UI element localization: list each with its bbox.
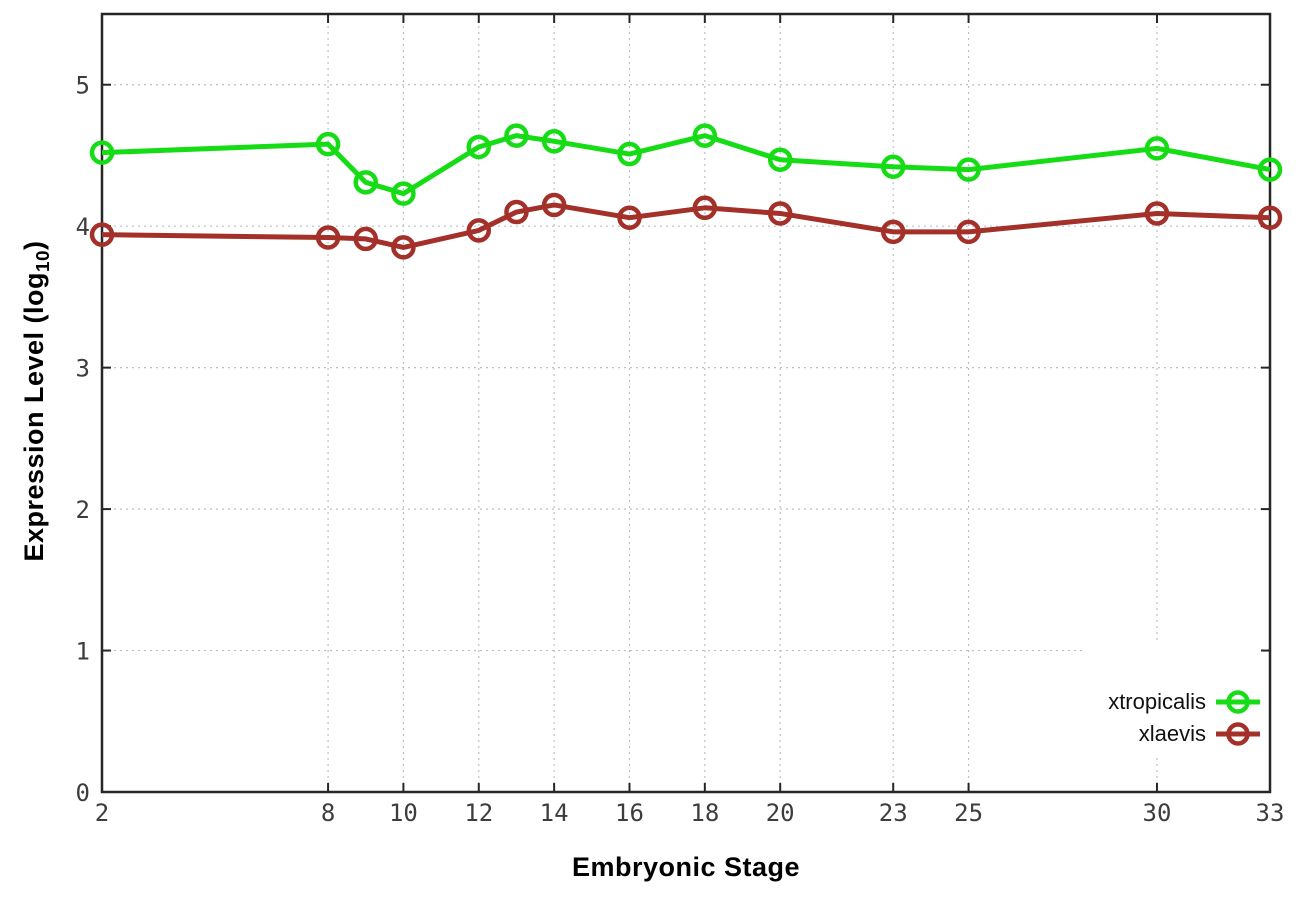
data-point-xlaevis <box>541 192 567 218</box>
x-tick-label: 10 <box>389 799 418 827</box>
series-line-xlaevis <box>101 202 1271 250</box>
y-tick-labels: 0 1 2 3 4 5 <box>76 72 90 807</box>
y-tick-label: 5 <box>76 72 90 100</box>
data-point-xlaevis <box>315 225 341 250</box>
data-point-xtropicalis <box>315 131 341 157</box>
y-tick-label: 4 <box>76 213 90 241</box>
y-tick-label: 2 <box>76 496 90 524</box>
xlaevis-marker-icon <box>1216 722 1260 746</box>
data-point-xlaevis <box>504 199 529 225</box>
data-point-xtropicalis <box>466 134 492 160</box>
data-point-xlaevis <box>692 195 718 221</box>
data-point-xtropicalis <box>767 147 793 172</box>
series-xlaevis <box>89 192 1283 260</box>
x-tick-label: 25 <box>954 799 983 827</box>
series-xtropicalis <box>89 123 1283 206</box>
x-tick-label: 33 <box>1256 799 1285 827</box>
legend-label-xtropicalis: xtropicalis <box>1108 689 1206 714</box>
plot-border <box>100 12 1272 794</box>
data-point-xlaevis <box>880 219 906 245</box>
x-tick-label: 2 <box>95 799 109 827</box>
data-point-xlaevis <box>391 235 416 260</box>
data-point-xlaevis <box>617 205 642 230</box>
data-point-xtropicalis <box>1257 157 1283 182</box>
x-tick-label: 18 <box>690 799 719 827</box>
data-point-xlaevis <box>1257 205 1283 230</box>
legend-label-xlaevis: xlaevis <box>1138 721 1206 746</box>
data-point-xtropicalis <box>353 170 378 195</box>
legend: xtropicalis xlaevis <box>1082 640 1261 756</box>
x-tick-label: 23 <box>879 799 908 827</box>
y-tick-label: 3 <box>76 355 90 383</box>
y-axis-title-suffix: ) <box>18 240 49 250</box>
xtropicalis-marker-icon <box>1216 690 1260 714</box>
data-point-xtropicalis <box>391 181 416 206</box>
x-axis-title: Embryonic Stage <box>571 852 801 882</box>
x-tick-label: 30 <box>1143 799 1172 827</box>
tick-marks <box>101 14 1271 793</box>
data-point-xtropicalis <box>1144 136 1170 161</box>
y-tick-label: 0 <box>76 779 90 807</box>
data-point-xlaevis <box>353 226 378 252</box>
data-point-xtropicalis <box>617 141 642 167</box>
x-tick-label: 14 <box>540 799 569 827</box>
data-point-xlaevis <box>466 218 492 243</box>
data-point-xlaevis <box>956 219 981 245</box>
data-point-xtropicalis <box>541 129 567 154</box>
data-point-xtropicalis <box>956 157 981 182</box>
x-tick-label: 12 <box>464 799 493 827</box>
legend-item-xlaevis: xlaevis <box>1139 718 1261 750</box>
y-axis-title: Expression Level (log10) <box>19 240 55 561</box>
data-point-xtropicalis <box>504 123 529 148</box>
x-tick-label: 8 <box>321 799 335 827</box>
data-point-xtropicalis <box>692 123 718 148</box>
y-axis-title-subscript: 10 <box>33 249 55 272</box>
data-point-xtropicalis <box>89 140 115 165</box>
data-point-xtropicalis <box>880 154 906 180</box>
x-tick-label: 16 <box>615 799 644 827</box>
data-point-xlaevis <box>767 201 793 226</box>
y-axis-title-text: Expression Level (log <box>18 271 49 562</box>
x-tick-label: 20 <box>766 799 795 827</box>
y-tick-label: 1 <box>76 638 90 666</box>
x-tick-labels: 2 8 10 12 14 16 18 20 23 25 30 33 <box>95 799 1285 827</box>
series-line-xtropicalis <box>101 133 1271 197</box>
data-point-xlaevis <box>89 222 115 247</box>
data-point-xlaevis <box>1144 201 1170 226</box>
legend-item-xtropicalis: xtropicalis <box>1108 686 1261 718</box>
